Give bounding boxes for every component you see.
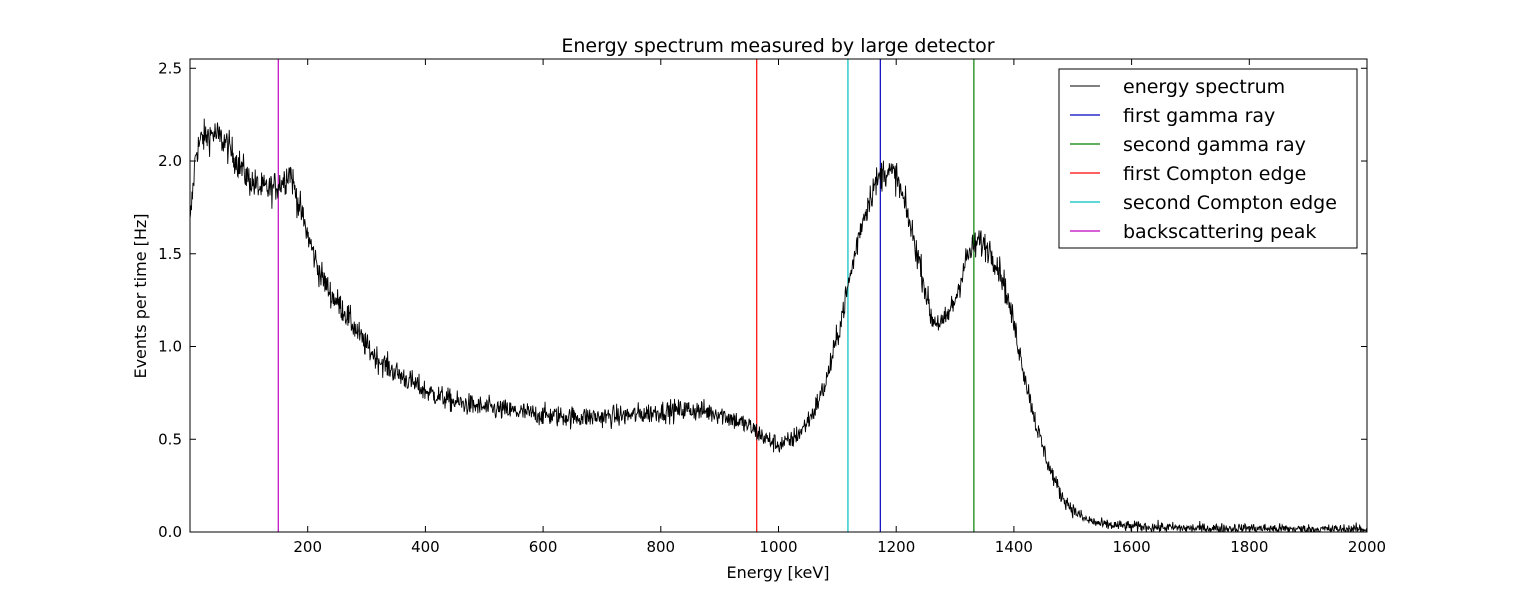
x-tick-label: 1400 <box>995 538 1033 556</box>
y-tick-label: 2.0 <box>158 152 182 170</box>
legend-label-energy-spectrum: energy spectrum <box>1123 76 1285 98</box>
x-tick-label: 1800 <box>1230 538 1268 556</box>
y-tick-label: 2.5 <box>158 59 182 77</box>
legend-label-first-gamma-ray: first gamma ray <box>1123 105 1275 127</box>
spectrum-line <box>190 118 1367 532</box>
y-tick-label: 0.5 <box>158 430 182 448</box>
legend-label-second-gamma-ray: second gamma ray <box>1123 134 1306 156</box>
chart-title: Energy spectrum measured by large detect… <box>561 35 994 57</box>
x-tick-label: 600 <box>529 538 558 556</box>
legend-label-first-compton-edge: first Compton edge <box>1123 163 1306 185</box>
legend-box <box>1058 68 1358 249</box>
x-tick-label: 200 <box>293 538 322 556</box>
legend-label-second-compton-edge: second Compton edge <box>1123 192 1337 214</box>
y-axis-label: Events per time [Hz] <box>131 213 150 378</box>
x-tick-label: 1600 <box>1113 538 1151 556</box>
y-tick-label: 1.0 <box>158 338 182 356</box>
x-tick-label: 400 <box>411 538 440 556</box>
x-tick-label: 800 <box>646 538 675 556</box>
legend: energy spectrum first gamma ray second gam… <box>1058 68 1358 249</box>
x-axis-label: Energy [keV] <box>726 563 829 582</box>
x-tick-label: 1000 <box>759 538 797 556</box>
legend-label-backscattering-peak: backscattering peak <box>1123 221 1316 243</box>
y-tick-label: 0.0 <box>158 523 182 541</box>
y-tick-label: 1.5 <box>158 245 182 263</box>
x-tick-label: 1200 <box>877 538 915 556</box>
x-tick-label: 2000 <box>1348 538 1386 556</box>
